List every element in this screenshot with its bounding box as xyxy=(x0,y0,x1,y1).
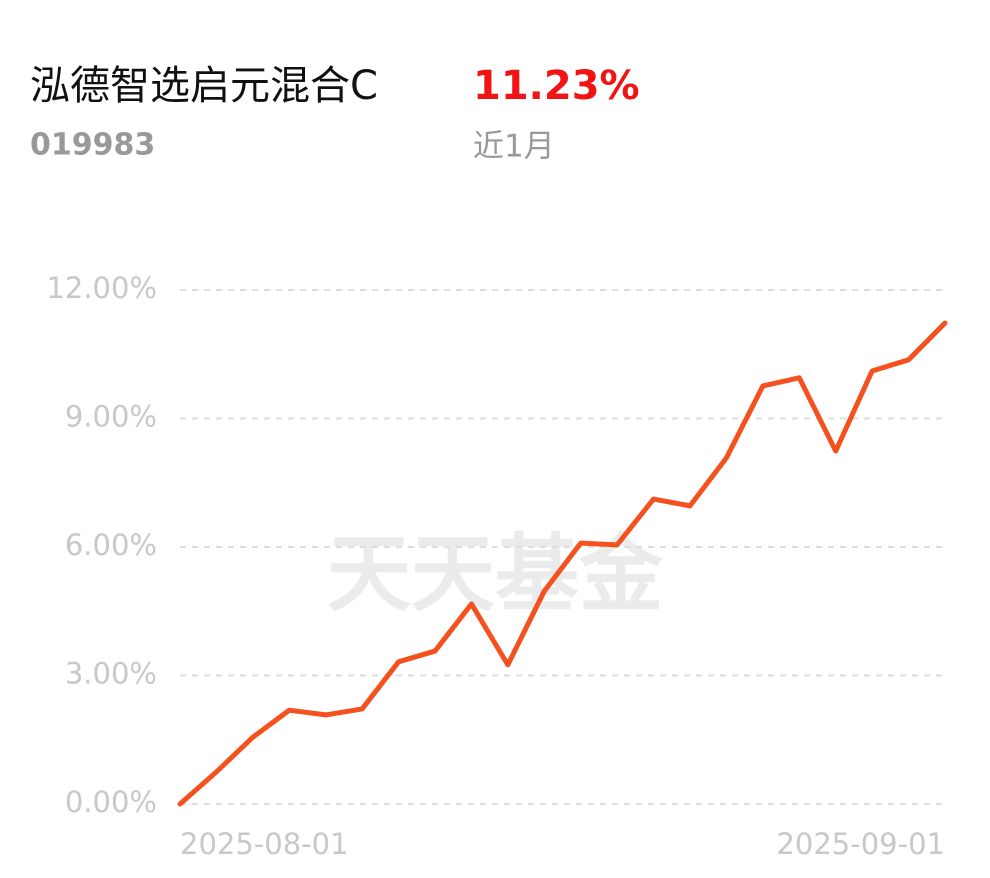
x-tick-label: 2025-09-01 xyxy=(776,827,945,861)
line-series xyxy=(177,320,948,807)
watermark: 天天基金 xyxy=(327,525,664,623)
y-tick-label: 9.00% xyxy=(65,400,157,434)
period: 近1月 xyxy=(473,129,555,165)
y-tick-label: 0.00% xyxy=(65,785,157,819)
y-tick-label: 3.00% xyxy=(65,657,157,691)
y-tick-label: 6.00% xyxy=(65,528,157,562)
x-tick-label: 2025-08-01 xyxy=(180,827,349,861)
y-tick-label: 12.00% xyxy=(46,271,157,305)
fund-code: 019983 xyxy=(30,128,155,163)
fund-name: 泓德智选启元混合C xyxy=(30,63,378,109)
fund-return: 11.23% xyxy=(473,63,640,109)
